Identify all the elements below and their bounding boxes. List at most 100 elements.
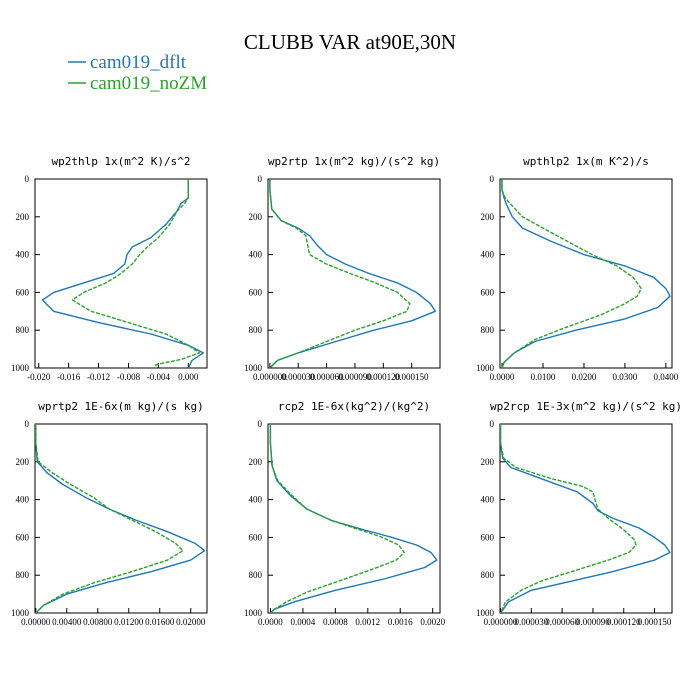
y-tick-label: 800 [249, 325, 263, 335]
series-line-cam019_dflt [500, 424, 671, 613]
y-tick-label: 400 [16, 495, 30, 505]
y-tick-label: 0 [490, 419, 495, 429]
panels-group: wp2thlp 1x(m^2 K)/s^202004006008001000-0… [11, 155, 682, 627]
y-tick-label: 200 [481, 212, 495, 222]
x-tick-label: 0.02000 [176, 617, 206, 627]
y-tick-label: 800 [481, 325, 495, 335]
y-tick-label: 200 [481, 457, 495, 467]
y-tick-label: 400 [16, 250, 30, 260]
panel-title: wprtp2 1E-6x(m kg)/(s kg) [38, 400, 204, 413]
y-tick-label: 200 [249, 212, 263, 222]
x-tick-label: -0.020 [27, 372, 51, 382]
plot-frame [267, 423, 441, 614]
x-tick-label: 0.01200 [114, 617, 144, 627]
x-tick-label: 0.0200 [572, 372, 597, 382]
x-tick-label: 0.0300 [613, 372, 638, 382]
x-tick-label: 0.0004 [291, 617, 316, 627]
panel-title: rcp2 1E-6x(kg^2)/(kg^2) [278, 400, 430, 413]
y-tick-label: 200 [16, 457, 30, 467]
x-tick-label: 0.00800 [83, 617, 113, 627]
x-tick-label: -0.004 [147, 372, 171, 382]
y-tick-label: 600 [481, 287, 495, 297]
x-tick-label: 0.000120 [607, 617, 641, 627]
series-line-cam019_noZM [71, 179, 201, 366]
x-tick-label: 0.0400 [653, 372, 678, 382]
x-tick-label: 0.000060 [545, 617, 579, 627]
plot-frame [34, 423, 208, 614]
x-tick-label: 0.01600 [145, 617, 175, 627]
x-tick-label: 0.000090 [338, 372, 372, 382]
x-tick-label: 0.000090 [576, 617, 610, 627]
panel-2: wp2rtp 1x(m^2 kg)/(s^2 kg) 0 200 400 600 800 1… [244, 155, 441, 382]
plot-frame [499, 423, 673, 614]
y-tick-label: 1000 [476, 363, 495, 373]
series-line-cam019_noZM [269, 424, 405, 613]
x-tick-label: 0.000000 [484, 617, 518, 627]
x-tick-label: 0.00000 [21, 617, 51, 627]
legend-label-nozm: cam019_noZM [90, 73, 207, 94]
y-tick-label: 0 [25, 174, 30, 184]
panel-title: wp2rtp 1x(m^2 kg)/(s^2 kg) [268, 155, 440, 168]
x-tick-label: 0.0100 [531, 372, 556, 382]
series-line-cam019_noZM [500, 424, 637, 613]
plot-frame [499, 178, 673, 369]
y-tick-label: 600 [249, 287, 263, 297]
x-tick-label: 0.0008 [323, 617, 348, 627]
y-tick-label: 0 [258, 419, 263, 429]
series-line-cam019_noZM [501, 179, 642, 368]
x-tick-label: 0.000150 [395, 372, 429, 382]
x-tick-label: 0.0000 [490, 372, 515, 382]
y-tick-label: 1000 [244, 608, 263, 618]
plot-frame [267, 178, 441, 369]
series-line-cam019_dflt [269, 424, 438, 613]
x-tick-label: -0.012 [87, 372, 110, 382]
y-tick-label: 1000 [11, 363, 30, 373]
y-tick-label: 400 [481, 250, 495, 260]
y-tick-label: 600 [16, 287, 30, 297]
series-line-cam019_dflt [269, 179, 436, 368]
panel-3: wpthlp2 1x(m K^2)/s 0 200 400 600 800 10000.00… [476, 155, 679, 382]
y-tick-label: 1000 [11, 608, 30, 618]
panel-1: wp2thlp 1x(m^2 K)/s^202004006008001000-0… [11, 155, 208, 382]
y-tick-label: 200 [16, 212, 30, 222]
x-tick-label: 0.0012 [355, 617, 380, 627]
x-tick-label: 0.000120 [366, 372, 400, 382]
x-tick-label: 0.00400 [52, 617, 82, 627]
panel-5: rcp2 1E-6x(kg^2)/(kg^2) 0 200 400 600 800 1000… [244, 400, 446, 627]
y-tick-label: 600 [249, 532, 263, 542]
y-tick-label: 800 [16, 570, 30, 580]
y-tick-label: 600 [16, 532, 30, 542]
plot-frame [34, 178, 208, 369]
y-tick-label: 200 [249, 457, 263, 467]
y-tick-label: 0 [490, 174, 495, 184]
y-tick-label: 1000 [476, 608, 495, 618]
legend-label-dflt: cam019_dflt [90, 52, 187, 73]
x-tick-label: 0.000060 [310, 372, 344, 382]
x-tick-label: 0.0016 [388, 617, 413, 627]
x-tick-label: 0.000000 [253, 372, 287, 382]
series-line-cam019_noZM [269, 179, 411, 368]
x-tick-label: 0.0000 [258, 617, 283, 627]
panel-title: wp2rcp 1E-3x(m^2 kg)/(s^2 kg) [490, 400, 682, 413]
y-tick-label: 0 [25, 419, 30, 429]
y-tick-label: 800 [16, 325, 30, 335]
y-tick-label: 800 [249, 570, 263, 580]
x-tick-label: -0.016 [57, 372, 81, 382]
panel-4: wprtp2 1E-6x(m kg)/(s kg) 0 200 400 600 800 10… [11, 400, 208, 627]
x-tick-label: 0.000030 [514, 617, 548, 627]
legend: cam019_dflt cam019_noZM [68, 52, 207, 94]
panel-title: wp2thlp 1x(m^2 K)/s^2 [51, 155, 190, 168]
x-tick-label: 0.000150 [638, 617, 672, 627]
series-line-cam019_dflt [501, 179, 671, 368]
y-tick-label: 1000 [244, 363, 263, 373]
panel-6: wp2rcp 1E-3x(m^2 kg)/(s^2 kg) 0 200 400 600 8… [476, 400, 682, 627]
x-tick-label: 0.000030 [281, 372, 315, 382]
y-tick-label: 400 [249, 495, 263, 505]
y-tick-label: 800 [481, 570, 495, 580]
series-line-cam019_dflt [41, 179, 204, 368]
chart-title: CLUBB VAR at90E,30N [244, 30, 456, 54]
x-tick-label: -0.008 [117, 372, 141, 382]
y-tick-label: 600 [481, 532, 495, 542]
x-tick-label: 0.0020 [420, 617, 445, 627]
